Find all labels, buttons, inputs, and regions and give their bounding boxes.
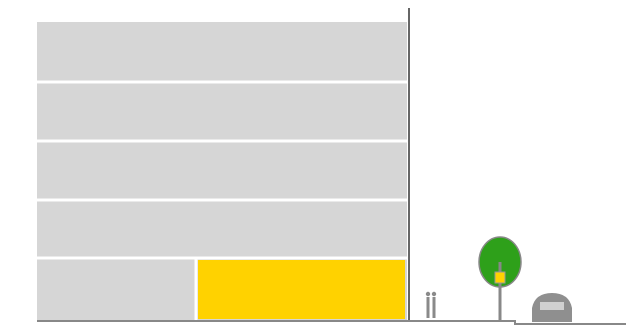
floor-lines — [37, 80, 407, 320]
person-head — [431, 291, 437, 297]
person-head — [425, 291, 431, 297]
street-sign — [494, 271, 506, 284]
pedestrians — [425, 291, 437, 318]
highlighted-unit — [198, 260, 405, 319]
car-window — [540, 302, 564, 310]
person-body — [432, 297, 436, 318]
person-body — [426, 297, 430, 318]
ground-line — [37, 320, 626, 325]
